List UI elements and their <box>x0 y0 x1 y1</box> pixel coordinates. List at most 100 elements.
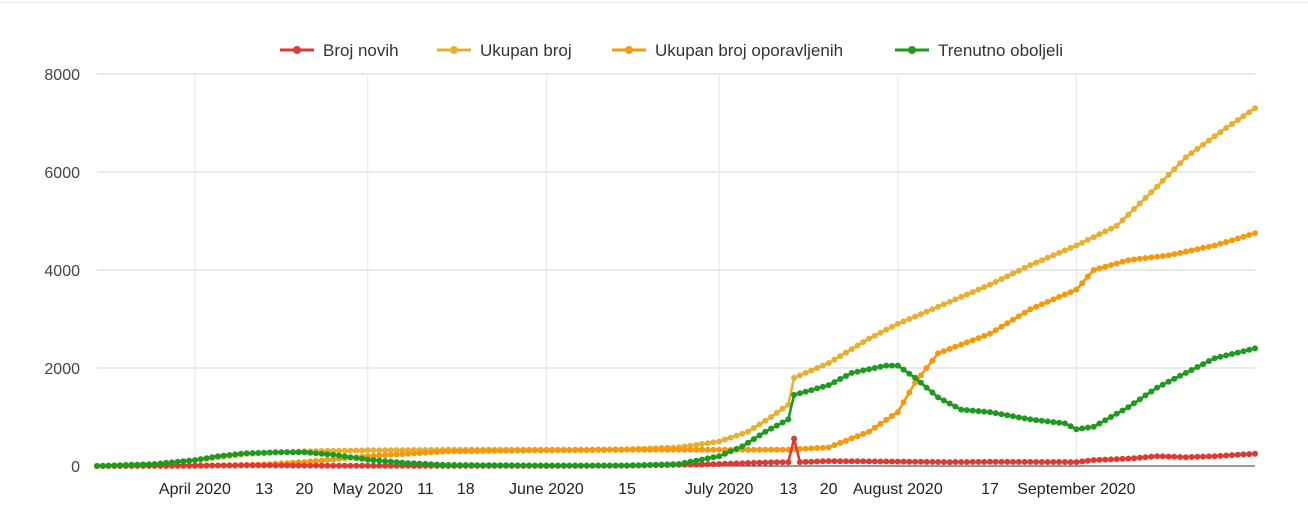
data-point[interactable] <box>577 447 584 454</box>
data-point[interactable] <box>1234 349 1241 356</box>
data-point[interactable] <box>261 449 268 456</box>
data-point[interactable] <box>762 446 769 453</box>
data-point[interactable] <box>1240 113 1247 120</box>
data-point[interactable] <box>347 462 354 469</box>
data-point[interactable] <box>923 308 930 315</box>
data-point[interactable] <box>762 417 769 424</box>
data-point[interactable] <box>451 462 458 468</box>
data-point[interactable] <box>1148 388 1155 395</box>
data-point[interactable] <box>491 447 498 454</box>
data-point[interactable] <box>1033 459 1040 465</box>
data-point[interactable] <box>278 449 285 456</box>
data-point[interactable] <box>1211 355 1218 362</box>
data-point[interactable] <box>923 384 930 391</box>
data-point[interactable] <box>1015 267 1022 274</box>
data-point[interactable] <box>457 448 463 455</box>
data-point[interactable] <box>560 447 567 454</box>
data-point[interactable] <box>428 449 435 456</box>
data-point[interactable] <box>1079 425 1086 432</box>
data-point[interactable] <box>1142 392 1149 399</box>
data-point[interactable] <box>1171 453 1178 460</box>
data-point[interactable] <box>819 458 826 465</box>
data-point[interactable] <box>854 342 861 349</box>
data-point[interactable] <box>768 446 775 453</box>
data-point[interactable] <box>814 458 821 465</box>
data-point[interactable] <box>940 301 947 308</box>
data-point[interactable] <box>577 462 584 469</box>
data-point[interactable] <box>796 446 803 452</box>
data-point[interactable] <box>1200 141 1207 148</box>
data-point[interactable] <box>658 461 665 468</box>
data-point[interactable] <box>894 458 901 465</box>
data-point[interactable] <box>1079 239 1086 246</box>
data-point[interactable] <box>1108 414 1114 420</box>
data-point[interactable] <box>1090 423 1097 430</box>
data-point[interactable] <box>134 461 141 468</box>
data-point[interactable] <box>601 462 607 469</box>
data-point[interactable] <box>900 458 907 465</box>
data-point[interactable] <box>1200 453 1207 460</box>
data-point[interactable] <box>652 461 659 468</box>
data-point[interactable] <box>727 448 734 455</box>
data-point[interactable] <box>462 448 469 455</box>
data-point[interactable] <box>266 449 273 456</box>
data-point[interactable] <box>1211 133 1218 140</box>
data-point[interactable] <box>531 462 538 469</box>
data-point[interactable] <box>860 458 867 465</box>
data-point[interactable] <box>1044 418 1051 425</box>
data-point[interactable] <box>722 450 728 457</box>
data-point[interactable] <box>1096 231 1103 238</box>
data-point[interactable] <box>336 452 342 459</box>
data-point[interactable] <box>220 462 227 469</box>
data-point[interactable] <box>969 337 976 344</box>
data-point[interactable] <box>226 452 233 458</box>
data-point[interactable] <box>549 447 556 454</box>
data-point[interactable] <box>589 447 596 453</box>
data-point[interactable] <box>1223 124 1230 131</box>
data-point[interactable] <box>387 447 394 454</box>
data-point[interactable] <box>382 452 389 459</box>
data-point[interactable] <box>1159 453 1166 460</box>
data-point[interactable] <box>1194 145 1201 152</box>
data-point[interactable] <box>353 455 360 461</box>
data-point[interactable] <box>785 416 792 423</box>
data-point[interactable] <box>595 447 602 453</box>
data-point[interactable] <box>439 448 446 455</box>
data-point[interactable] <box>606 462 613 469</box>
data-point[interactable] <box>900 399 907 406</box>
data-point[interactable] <box>848 369 855 376</box>
data-point[interactable] <box>854 458 861 465</box>
data-point[interactable] <box>485 447 492 454</box>
data-point[interactable] <box>99 462 106 469</box>
data-point[interactable] <box>364 456 371 463</box>
data-point[interactable] <box>975 408 982 415</box>
data-point[interactable] <box>399 451 406 458</box>
data-point[interactable] <box>1177 372 1184 379</box>
data-point[interactable] <box>940 348 947 355</box>
data-point[interactable] <box>330 462 337 469</box>
data-point[interactable] <box>704 461 711 468</box>
legend-item[interactable]: Ukupan broj <box>437 41 572 60</box>
data-point[interactable] <box>745 446 751 453</box>
data-point[interactable] <box>848 346 855 353</box>
data-point[interactable] <box>704 446 711 453</box>
data-point[interactable] <box>693 441 700 448</box>
legend-item[interactable]: Trenutno oboljeli <box>895 41 1063 60</box>
data-point[interactable] <box>871 458 878 465</box>
data-point[interactable] <box>831 379 838 386</box>
data-point[interactable] <box>1056 419 1063 426</box>
data-point[interactable] <box>439 461 446 468</box>
data-point[interactable] <box>866 458 872 465</box>
data-point[interactable] <box>399 459 406 466</box>
data-point[interactable] <box>952 403 959 410</box>
data-point[interactable] <box>1119 455 1126 462</box>
data-point[interactable] <box>969 407 976 414</box>
data-point[interactable] <box>629 462 636 469</box>
data-point[interactable] <box>1119 407 1126 414</box>
data-point[interactable] <box>693 457 700 464</box>
data-point[interactable] <box>1252 345 1258 352</box>
data-point[interactable] <box>779 459 786 466</box>
data-point[interactable] <box>601 447 607 453</box>
data-point[interactable] <box>312 458 319 464</box>
data-point[interactable] <box>1079 280 1086 287</box>
